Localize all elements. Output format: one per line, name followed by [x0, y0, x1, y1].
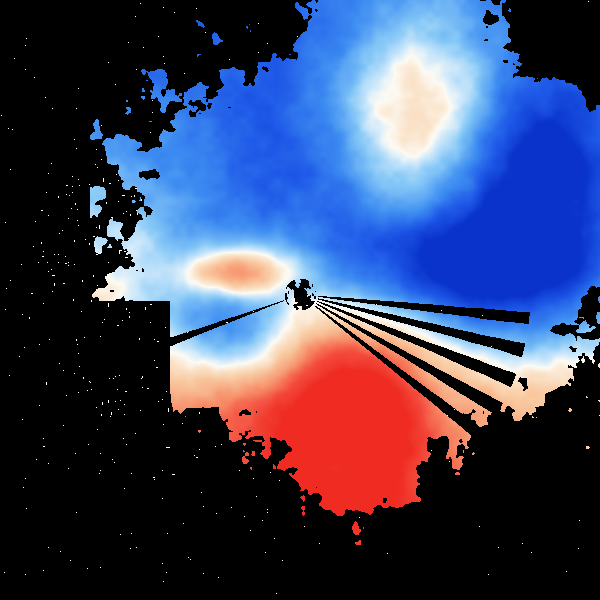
velocity-field — [0, 0, 600, 600]
radial-velocity-canvas — [0, 0, 600, 600]
radar-velocity-image: velocity-red-blue m/s — [0, 0, 600, 600]
